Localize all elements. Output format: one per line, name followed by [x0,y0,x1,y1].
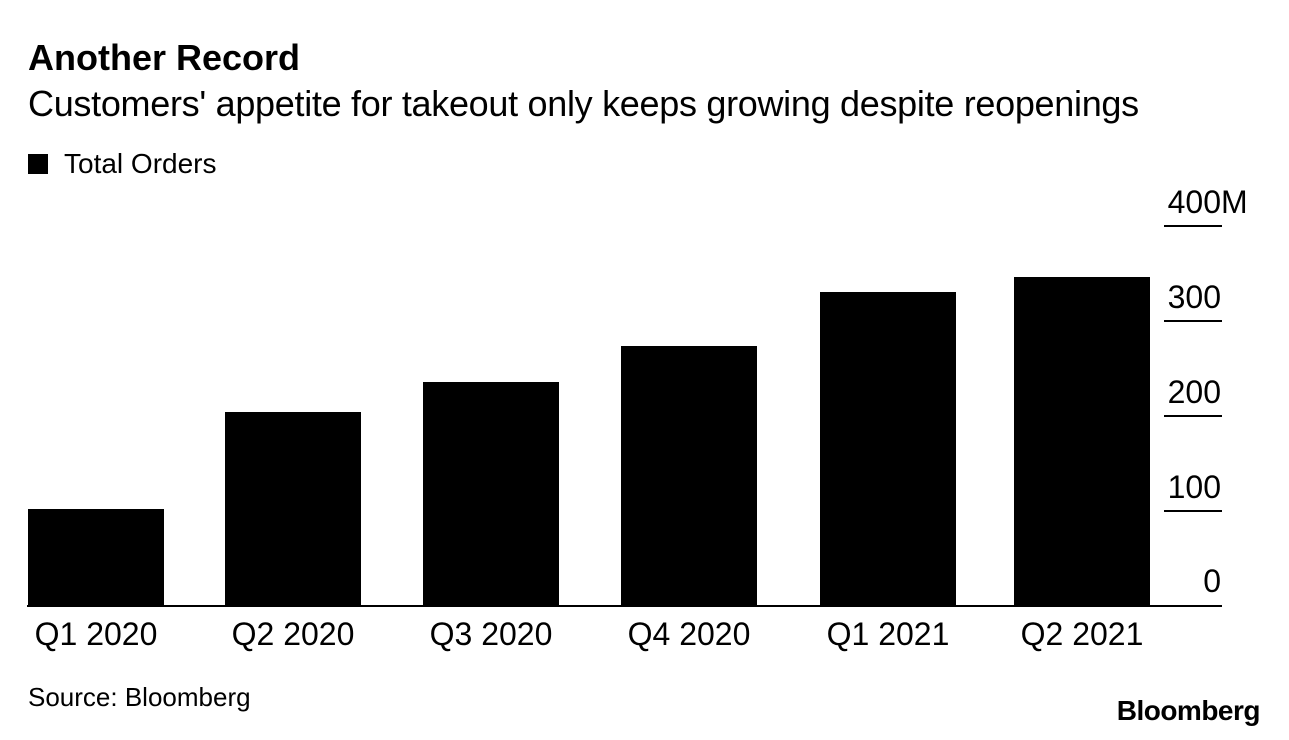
source-note: Source: Bloomberg [28,682,251,712]
x-axis-label-q1-2020: Q1 2020 [34,616,158,652]
y-axis-label-number: 200 [1167,374,1221,410]
y-axis-tick-400 [1164,225,1222,227]
y-axis-label-number: 400 [1167,184,1221,220]
y-axis-tick-200 [1164,415,1222,417]
x-axis-label-q1-2021: Q1 2021 [826,616,950,652]
chart-subtitle: Customers' appetite for takeout only kee… [28,83,1139,124]
bar-q1-2020 [28,509,164,606]
y-axis-label-200: 200 [1168,376,1221,408]
x-axis-label-q4-2020: Q4 2020 [627,616,751,652]
y-axis-label-number: 100 [1167,469,1221,505]
y-axis-label-300: 300 [1168,281,1221,313]
bar-q2-2021 [1014,277,1150,606]
x-axis-line [27,605,1222,607]
chart-title: Another Record [28,37,301,78]
x-axis-label-q2-2020: Q2 2020 [231,616,355,652]
y-axis-label-0: 0 [1203,565,1221,597]
bar-q3-2020 [423,382,559,606]
bar-q2-2020 [225,412,361,606]
y-axis-label-number: 300 [1167,279,1221,315]
y-axis-label-number: 0 [1203,563,1221,599]
x-axis-label-q3-2020: Q3 2020 [429,616,553,652]
y-axis-tick-100 [1164,510,1222,512]
legend: Total Orders [28,150,217,178]
x-axis-label-q2-2021: Q2 2021 [1020,616,1144,652]
y-axis-label-100: 100 [1168,471,1221,503]
y-axis-label-400M: 400 M [1167,184,1248,220]
legend-swatch-icon [28,154,48,174]
bar-q1-2021 [820,292,956,606]
legend-label: Total Orders [64,148,217,179]
bloomberg-logo: Bloomberg [1116,695,1261,726]
bar-q4-2020 [621,346,757,606]
y-axis-tick-300 [1164,320,1222,322]
y-axis-unit-suffix: M [1221,184,1248,220]
